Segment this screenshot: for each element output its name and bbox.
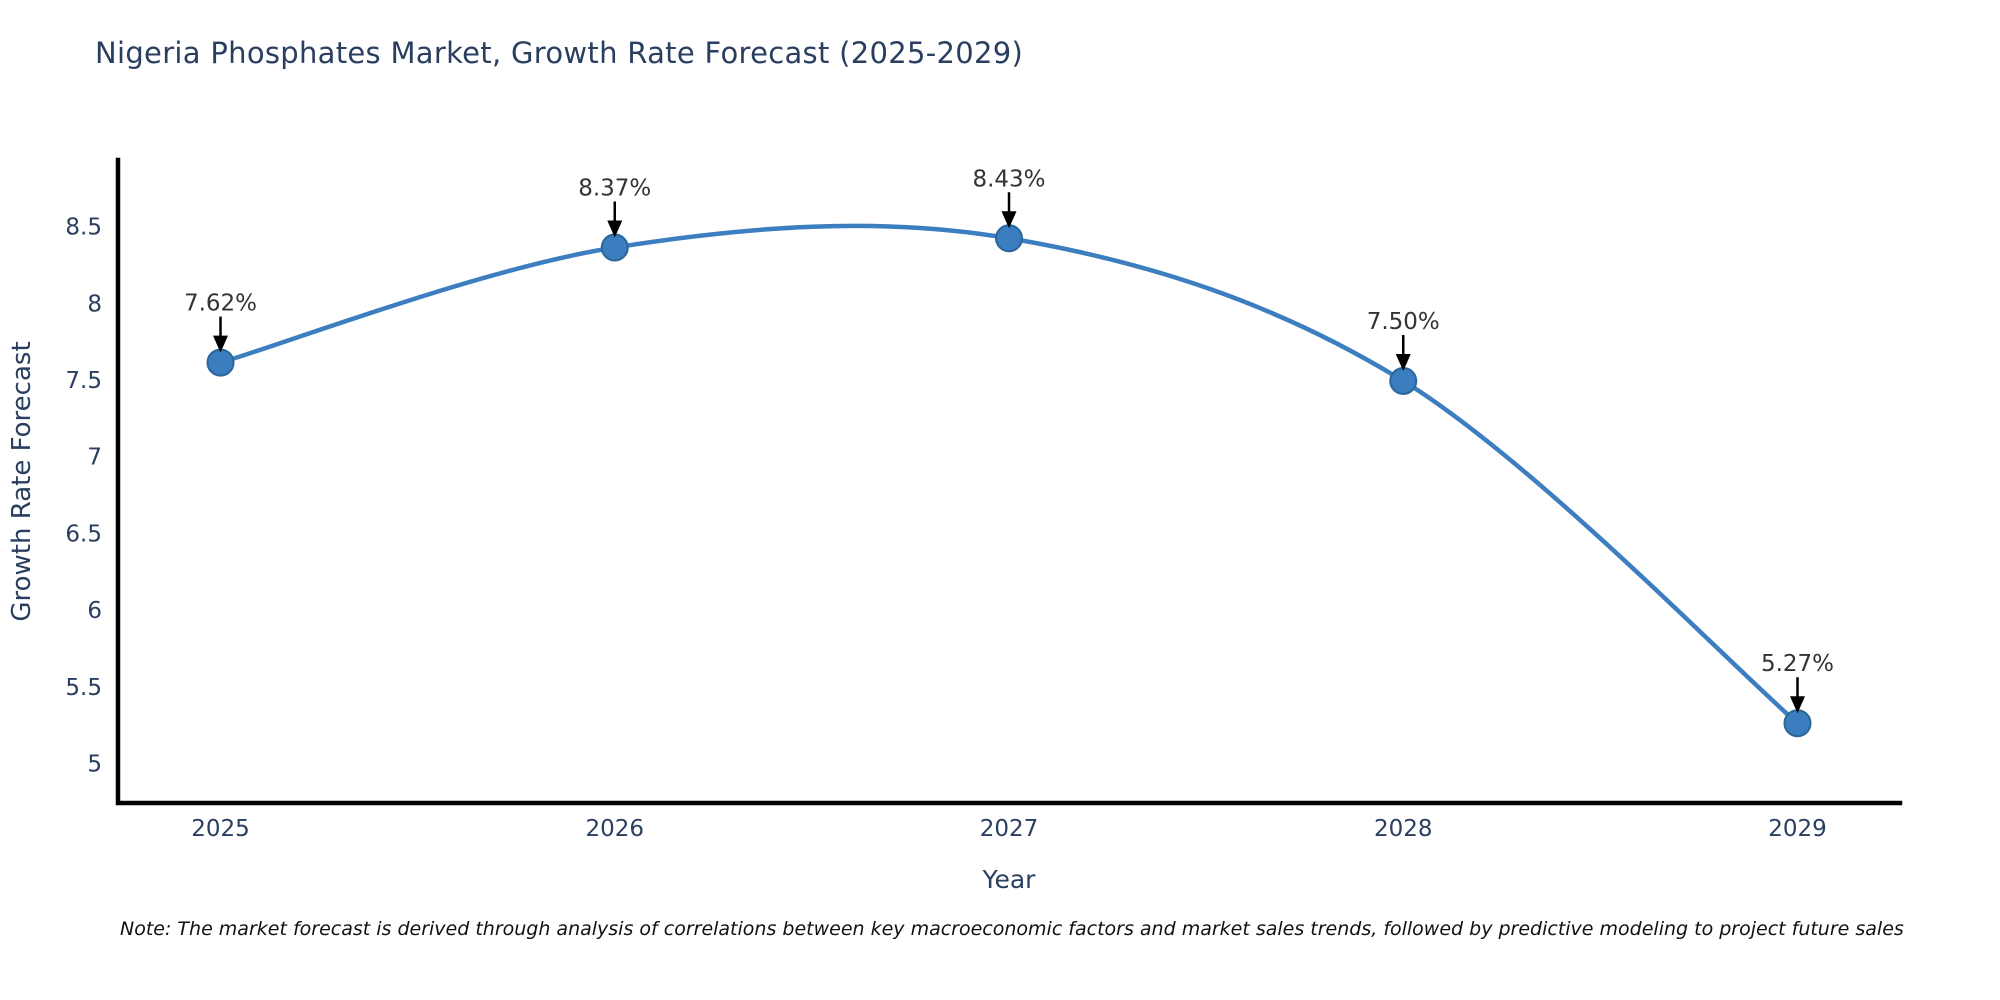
y-tick-label: 7.5 (65, 368, 102, 394)
data-point-marker (206, 348, 235, 377)
y-tick-label: 6 (87, 598, 102, 624)
annotation-arrowhead (1789, 696, 1805, 714)
point-value-label: 8.43% (972, 166, 1045, 192)
x-tick-label: 2026 (585, 816, 644, 842)
y-tick-label: 5.5 (65, 675, 102, 701)
y-tick-label: 8 (87, 291, 102, 317)
x-tick-label: 2029 (1768, 816, 1827, 842)
data-point-marker (1389, 366, 1418, 395)
trend-line (219, 223, 1799, 725)
point-value-label: 8.37% (578, 175, 651, 201)
y-tick-label: 6.5 (65, 521, 102, 547)
annotation-arrowhead (607, 220, 623, 238)
data-point-marker (995, 224, 1023, 253)
axis-lines (115, 157, 1903, 806)
point-value-label: 5.27% (1761, 651, 1834, 677)
point-value-label: 7.62% (184, 291, 257, 317)
y-tick-label: 5 (87, 752, 102, 778)
footnote: Note: The market forecast is derived thr… (120, 918, 1904, 940)
data-point-marker (1783, 709, 1812, 738)
y-axis-title: Growth Rate Forecast (7, 341, 37, 621)
y-tick-label: 8.5 (65, 215, 102, 241)
data-point-marker (600, 233, 629, 262)
annotation-arrowhead (213, 335, 229, 353)
x-tick-label: 2025 (191, 816, 250, 842)
page-title: Nigeria Phosphates Market, Growth Rate F… (95, 36, 1024, 70)
point-value-label: 7.50% (1367, 309, 1440, 335)
annotation-arrowhead (1001, 211, 1017, 229)
x-tick-label: 2028 (1374, 816, 1433, 842)
x-tick-label: 2027 (980, 816, 1039, 842)
x-axis-title: Year (982, 865, 1037, 894)
y-tick-label: 7 (87, 445, 102, 471)
annotation-arrowhead (1395, 353, 1411, 371)
